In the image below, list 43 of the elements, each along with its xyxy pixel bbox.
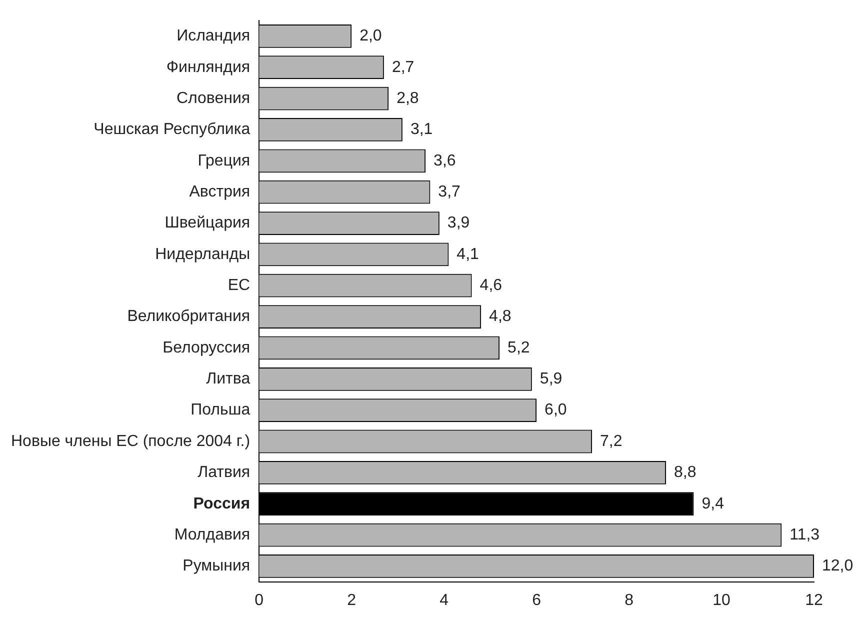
x-tick-label: 6 [532, 592, 542, 609]
data-label: 3,7 [438, 183, 461, 200]
y-tick-label: Греция [198, 152, 250, 170]
y-tick-label: Латвия [198, 464, 250, 482]
y-tick-label: Австрия [189, 183, 250, 200]
x-tick-label: 2 [347, 592, 356, 609]
x-tick-label: 4 [440, 592, 449, 609]
x-tick-label: 8 [624, 592, 634, 609]
y-tick-label: Молдавия [174, 526, 250, 544]
y-tick-label: Белоруссия [162, 339, 250, 356]
data-label: 5,9 [540, 370, 562, 388]
data-label: 3,1 [410, 121, 433, 138]
data-label: 12,0 [822, 558, 854, 575]
data-label: 7,2 [600, 432, 622, 450]
data-label: 3,6 [434, 152, 456, 170]
data-label: 2,7 [392, 58, 414, 76]
y-tick-label: Финляндия [166, 58, 250, 76]
y-tick-label: Чешская Республика [94, 121, 250, 138]
data-label: 9,4 [702, 495, 724, 512]
y-tick-label: Новые члены ЕС (после 2004 г.) [10, 432, 250, 450]
y-tick-label: Словения [176, 90, 250, 107]
x-tick-label: 0 [254, 592, 264, 609]
y-tick-label: Польша [190, 402, 250, 419]
data-label: 8,8 [674, 464, 696, 482]
y-tick-label: Литва [206, 370, 250, 388]
data-label: 3,9 [447, 214, 470, 232]
y-tick-label: Россия [193, 495, 250, 512]
data-label: 2,0 [360, 28, 382, 45]
x-tick-label: 10 [712, 592, 731, 609]
y-tick-label: Румыния [182, 558, 250, 575]
x-tick-label: 12 [805, 592, 823, 609]
data-label: 11,3 [790, 526, 820, 544]
y-tick-label: Нидерланды [155, 246, 250, 263]
data-label: 4,1 [456, 246, 480, 263]
data-label: 4,8 [489, 308, 512, 326]
y-tick-label: Великобритания [127, 308, 250, 326]
data-label: 2,8 [396, 90, 419, 107]
data-label: 5,2 [508, 339, 530, 356]
y-tick-label: ЕС [228, 277, 250, 294]
y-tick-label: Швейцария [164, 214, 250, 232]
y-tick-label: Исландия [176, 28, 250, 45]
data-label: 6,0 [544, 402, 567, 419]
data-label: 4,6 [480, 277, 502, 294]
